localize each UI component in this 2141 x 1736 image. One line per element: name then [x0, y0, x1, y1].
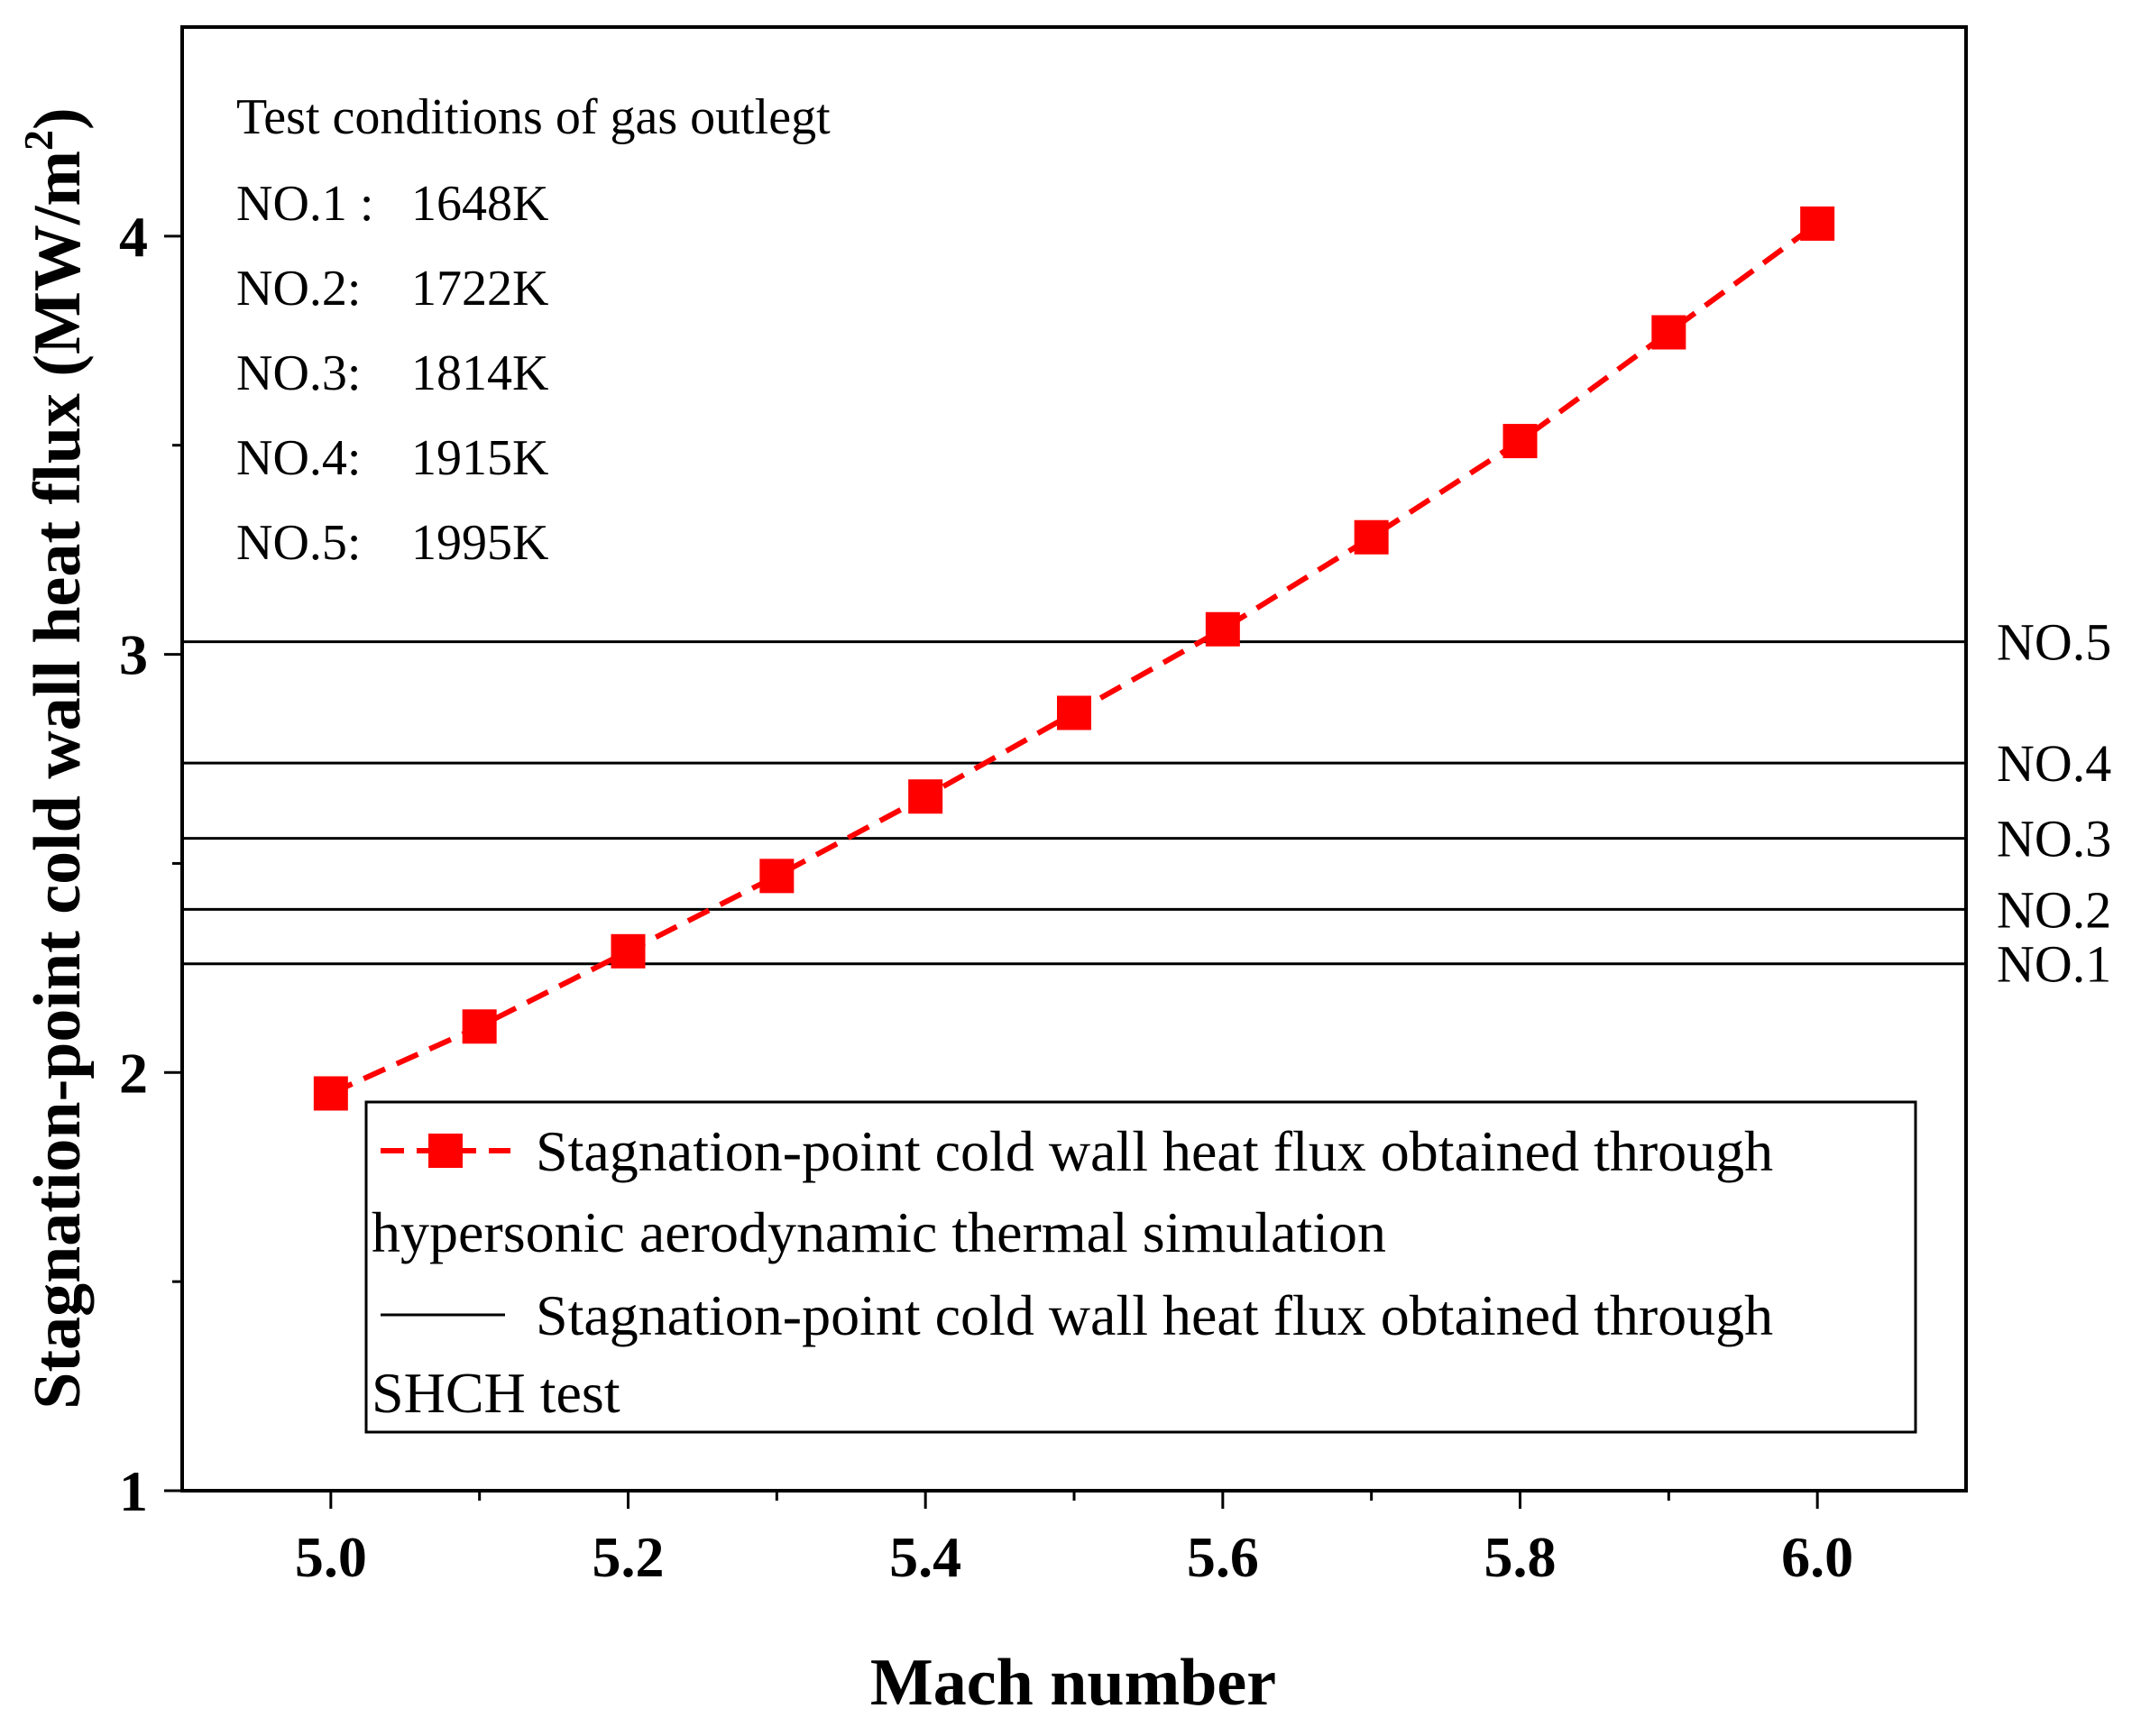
- reference-line-label-4: NO.4: [1997, 734, 2111, 793]
- reference-line-labels: NO.1NO.2 NO.3 NO.4 NO.5: [1997, 613, 2111, 994]
- x-tick-label-2: 5.2: [593, 1525, 665, 1589]
- y-axis-title: Stagnation-point cold wall heat flux (MW…: [15, 107, 95, 1409]
- y-axis-title-close: ): [21, 107, 95, 130]
- x-tick-label-6: 6.0: [1781, 1525, 1853, 1589]
- annotation-heading: Test conditions of gas outlegt: [236, 89, 831, 145]
- y-tick-label-1: 1: [119, 1459, 148, 1523]
- reference-line-label-5: NO.5: [1997, 613, 2111, 672]
- series-1-point-3: [611, 933, 646, 969]
- legend-simulation-line1: Stagnation-point cold wall heat flux obt…: [536, 1119, 1773, 1183]
- annotation-label-4: NO.4:: [236, 430, 361, 486]
- y-axis-title-superscript: 2: [15, 130, 61, 151]
- series-1-point-2: [462, 1009, 497, 1044]
- x-axis-title: Mach number: [870, 1646, 1276, 1720]
- series-layer: [313, 206, 1835, 1111]
- annotation-label-5: NO.5:: [236, 515, 361, 571]
- annotation-value-5: 1995K: [411, 515, 548, 571]
- x-tick-label-4: 5.6: [1187, 1525, 1259, 1589]
- series-1-point-8: [1354, 519, 1389, 555]
- y-tick-label-2: 2: [119, 1041, 148, 1105]
- x-tick-label-3: 5.4: [889, 1525, 961, 1589]
- test-conditions-annotation: Test conditions of gas outlegt NO.1 : 16…: [236, 89, 831, 571]
- series-1-point-5: [908, 779, 943, 814]
- reference-line-label-3: NO.3: [1997, 810, 2111, 868]
- x-tick-label-5: 5.8: [1484, 1525, 1557, 1589]
- annotation-value-3: 1814K: [411, 345, 548, 401]
- annotation-label-1: NO.1 :: [236, 176, 373, 232]
- series-1-point-11: [1800, 206, 1835, 241]
- annotation-label-3: NO.3:: [236, 345, 361, 401]
- annotation-value-1: 1648K: [411, 176, 548, 232]
- legend-test-line1: Stagnation-point cold wall heat flux obt…: [536, 1283, 1773, 1347]
- legend: Stagnation-point cold wall heat flux obt…: [364, 1100, 1917, 1434]
- reference-lines: [182, 640, 1966, 966]
- series-1-point-9: [1502, 424, 1538, 459]
- legend-simulation-line2: hypersonic aerodynamic thermal simulatio…: [372, 1200, 1386, 1264]
- y-axis-title-main: Stagnation-point cold wall heat flux (MW…: [21, 151, 95, 1410]
- series-1-point-6: [1057, 695, 1091, 730]
- legend-swatch-simulation-marker: [428, 1134, 463, 1168]
- series-1-point-7: [1205, 611, 1240, 647]
- series-1-point-4: [759, 859, 795, 894]
- x-tick-label-1: 5.0: [295, 1525, 367, 1589]
- ticks-layer: 5.0 5.2 5.4 5.6 5.8 6.0 1 2 3 4: [119, 205, 1853, 1589]
- legend-test-line2: SHCH test: [372, 1361, 620, 1425]
- y-tick-label-4: 4: [119, 205, 148, 269]
- annotation-label-2: NO.2:: [236, 261, 361, 317]
- reference-line-label-2: NO.2: [1997, 880, 2111, 939]
- series-1-point-1: [313, 1076, 348, 1111]
- annotation-value-4: 1915K: [411, 430, 548, 486]
- reference-line-label-1: NO.1: [1997, 935, 2111, 994]
- y-tick-label-3: 3: [119, 623, 148, 687]
- legend-box: [364, 1100, 1917, 1434]
- series-1-point-10: [1651, 315, 1686, 350]
- annotation-value-2: 1722K: [411, 261, 548, 317]
